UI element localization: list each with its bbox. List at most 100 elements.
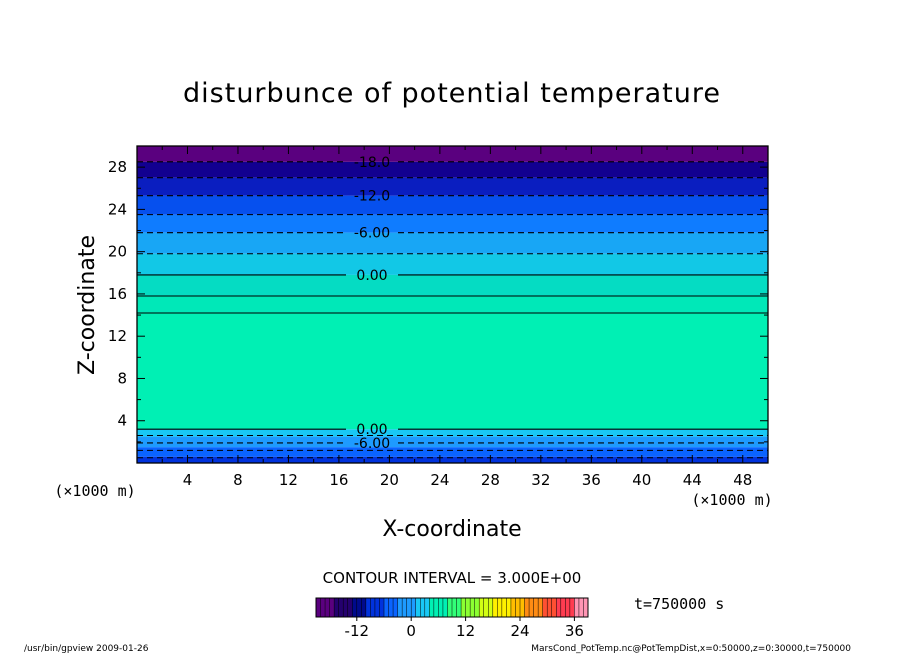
colorbar-tick-label: 12 <box>456 622 475 640</box>
x-tick-label: 32 <box>531 471 550 489</box>
colorbar-cell <box>365 598 371 617</box>
x-tick-label: 24 <box>430 471 449 489</box>
x-tick-label: 8 <box>233 471 243 489</box>
colorbar-cell <box>479 598 485 617</box>
contour-label: -12.0 <box>354 189 390 205</box>
colorbar-cell <box>388 598 394 617</box>
colorbar-cell <box>397 598 403 617</box>
colorbar-cell <box>497 598 503 617</box>
y-tick-label: 8 <box>117 369 127 387</box>
contour-label: -18.0 <box>354 155 390 171</box>
colorbar-cell <box>578 598 584 617</box>
colorbar-cell <box>470 598 475 617</box>
contour-band-10 <box>137 195 768 215</box>
contour-band-4 <box>137 312 768 430</box>
colorbar-cell <box>542 598 548 617</box>
colorbar-cell <box>569 598 575 617</box>
colorbar-tick-label: 36 <box>565 622 584 640</box>
contour-band-6 <box>137 274 768 297</box>
colorbar-cell <box>338 598 344 617</box>
contour-band-12 <box>137 161 768 178</box>
colorbar-cell <box>515 598 521 617</box>
x-tick-label: 44 <box>683 471 702 489</box>
colorbar-cell <box>551 598 557 617</box>
y-tick-label: 4 <box>117 412 127 430</box>
colorbar-cell <box>547 598 553 617</box>
colorbar-cell <box>447 598 453 617</box>
colorbar-cell <box>533 598 539 617</box>
colorbar-cell <box>316 598 321 617</box>
x-tick-label: 16 <box>329 471 348 489</box>
colorbar-cell <box>474 598 480 617</box>
footer-right: MarsCond_PotTemp.nc@PotTempDist,x=0:5000… <box>531 644 851 654</box>
contour-band-9 <box>137 214 768 233</box>
colorbar-cell <box>483 598 489 617</box>
contour-line-4: 0.00 <box>137 422 768 438</box>
x-tick-label: 4 <box>183 471 193 489</box>
colorbar-cell <box>411 598 417 617</box>
contour-label: 0.00 <box>356 268 387 284</box>
colorbar-cell <box>465 598 471 617</box>
colorbar-cell <box>334 598 339 617</box>
contour-line-11: -12.0 <box>137 189 768 205</box>
y-axis-label: Z-coordinate <box>75 235 100 375</box>
contour-band-5 <box>137 296 768 313</box>
colorbar-cell <box>406 598 412 617</box>
colorbar-cell <box>384 598 389 617</box>
colorbar-cell <box>343 598 349 617</box>
colorbar-cell <box>529 598 534 617</box>
colorbar-cell <box>438 598 444 617</box>
colorbar-tick-label: 24 <box>510 622 529 640</box>
x-tick-label: 28 <box>481 471 500 489</box>
contour-band-1 <box>137 447 768 457</box>
colorbar-cell <box>370 598 376 617</box>
x-tick-label: 40 <box>632 471 651 489</box>
contour-label: 0.00 <box>356 422 387 438</box>
contour-band-3 <box>137 429 768 437</box>
colorbar: -12 0 12 24 36 <box>315 597 589 640</box>
colorbar-cell <box>524 598 530 617</box>
x-tick-label: 48 <box>733 471 752 489</box>
colorbar-cell <box>501 598 507 617</box>
plot-frame <box>136 145 769 464</box>
colorbar-tick-label: -12 <box>345 622 370 640</box>
x-tick-label: 12 <box>279 471 298 489</box>
colorbar-cell <box>352 598 358 617</box>
contour-line-7: 0.00 <box>137 268 768 284</box>
colorbar-cell <box>325 598 330 617</box>
contour-band-8 <box>137 232 768 254</box>
colorbar-cell <box>402 598 407 617</box>
plot-area: -6.000.000.00-6.00-12.0-18.04 8 12 16 20 24 28… <box>108 145 769 489</box>
contour-band-7 <box>137 253 768 275</box>
y-tick-label: 16 <box>108 285 127 303</box>
contour-interval-label: CONTOUR INTERVAL = 3.000E+00 <box>323 569 582 587</box>
colorbar-cell <box>361 598 367 617</box>
colorbar-cell <box>583 598 589 617</box>
contour-line-13: -18.0 <box>137 155 768 171</box>
colorbar-cell <box>565 598 571 617</box>
time-label: t=750000 s <box>634 595 724 613</box>
colorbar-cell <box>379 598 385 617</box>
y-tick-label: 20 <box>108 243 127 261</box>
colorbar-cell <box>520 598 525 617</box>
x-axis-label: X-coordinate <box>382 517 521 542</box>
contour-band-11 <box>137 177 768 196</box>
y-tick-label: 28 <box>108 158 127 176</box>
colorbar-cell <box>556 598 562 617</box>
colorbar-cell <box>429 598 435 617</box>
y-tick-label: 12 <box>108 327 127 345</box>
colorbar-cell <box>347 598 353 617</box>
y-tick-label: 24 <box>108 200 127 218</box>
x-tick-label: 36 <box>582 471 601 489</box>
colorbar-frame <box>315 597 589 618</box>
colorbar-cell <box>538 598 543 617</box>
x-unit-right: (×1000 m) <box>691 491 772 509</box>
colorbar-cell <box>442 598 448 617</box>
colorbar-cell <box>320 598 326 617</box>
chart-title: disturbunce of potential temperature <box>183 78 721 109</box>
colorbar-cell <box>393 598 398 617</box>
colorbar-cell <box>356 598 362 617</box>
colorbar-cell <box>574 598 580 617</box>
colorbar-cell <box>433 598 439 617</box>
